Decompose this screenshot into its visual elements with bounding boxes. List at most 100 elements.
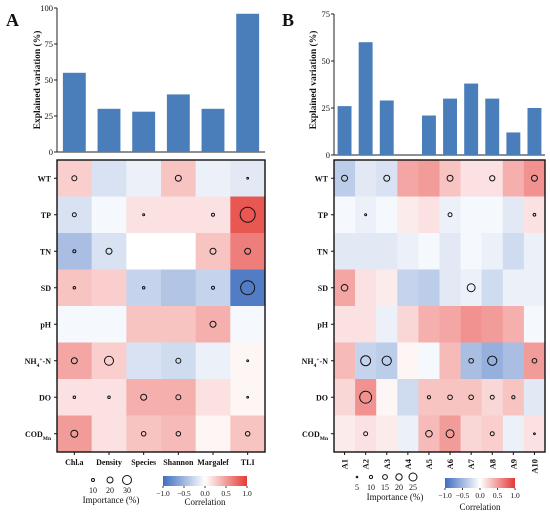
heatmap-cell bbox=[230, 160, 266, 197]
heatmap-cell bbox=[481, 379, 504, 416]
heatmap-cell bbox=[460, 160, 482, 197]
heatmap-cell bbox=[91, 415, 127, 453]
heatmap-cell bbox=[57, 233, 92, 270]
heatmap-cell bbox=[355, 342, 377, 380]
heatmap-cell bbox=[523, 342, 546, 380]
importance-circle bbox=[72, 249, 77, 254]
heatmap-cell bbox=[502, 269, 525, 307]
bar bbox=[358, 42, 373, 156]
heatmap-cell bbox=[126, 160, 162, 197]
importance-circle bbox=[211, 212, 215, 217]
heatmap-cell bbox=[57, 306, 92, 343]
heatmap-cell bbox=[523, 196, 546, 234]
heatmap-cell bbox=[126, 379, 162, 416]
bar-y-tick-label: 75 bbox=[322, 9, 331, 19]
importance-legend-circle bbox=[382, 474, 388, 480]
importance-circle bbox=[341, 174, 349, 182]
panel-letter-a: A bbox=[6, 10, 19, 30]
column-label: A5 bbox=[424, 459, 434, 469]
heatmap-frame bbox=[56, 159, 266, 453]
heatmap-cell bbox=[460, 269, 482, 307]
importance-legend-value: 10 bbox=[367, 483, 375, 492]
column-label: Margalef bbox=[197, 458, 229, 467]
heatmap-cell bbox=[334, 415, 356, 453]
heatmap-cell bbox=[523, 233, 546, 270]
importance-legend-value: 5 bbox=[355, 483, 359, 492]
colorbar-tick-label: 1.0 bbox=[242, 489, 252, 498]
importance-legend-label-b: Importance (%) bbox=[367, 492, 424, 502]
panel-a: 0 25 50 75 100 WT TP TN SD pH NH4+-N DO CODMn Chl.a De… bbox=[25, 3, 266, 467]
heatmap-cell bbox=[502, 379, 525, 416]
row-label: TN bbox=[40, 247, 51, 256]
importance-circle bbox=[104, 355, 114, 366]
heatmap-cell bbox=[355, 306, 377, 343]
importance-circle bbox=[211, 285, 215, 290]
colorbar-tick-label: −0.5 bbox=[456, 491, 470, 500]
heatmap-cell bbox=[502, 415, 525, 453]
heatmap-cell bbox=[91, 306, 127, 343]
heatmap-cell bbox=[126, 196, 162, 234]
importance-circle bbox=[511, 395, 516, 400]
importance-circle bbox=[209, 320, 217, 328]
importance-circle bbox=[359, 390, 373, 404]
heatmap-cell bbox=[355, 160, 377, 197]
bar bbox=[337, 106, 352, 155]
heatmap-cell bbox=[376, 269, 398, 307]
heatmap-cell bbox=[376, 160, 398, 197]
heatmap-cell bbox=[161, 342, 196, 380]
heatmap-cell bbox=[397, 415, 419, 453]
bar bbox=[166, 94, 190, 152]
heatmap-cell bbox=[230, 342, 266, 380]
heatmap-cell bbox=[57, 160, 92, 197]
importance-circle bbox=[246, 395, 250, 399]
column-label: Density bbox=[96, 458, 122, 467]
heatmap-cell bbox=[439, 415, 461, 453]
heatmap-cell bbox=[334, 160, 356, 197]
importance-circle bbox=[246, 359, 250, 363]
column-label: A6 bbox=[445, 459, 455, 469]
row-label: SD bbox=[41, 284, 51, 293]
importance-circle bbox=[141, 286, 146, 290]
heatmap-cell bbox=[355, 269, 377, 307]
importance-circle bbox=[445, 429, 455, 439]
heatmap-cell bbox=[376, 196, 398, 234]
importance-legend-circle bbox=[395, 473, 403, 481]
heatmap-cell bbox=[126, 415, 162, 453]
importance-circle bbox=[246, 176, 250, 180]
colorbar-tick-label: 0.5 bbox=[221, 489, 231, 498]
heatmap-cell bbox=[502, 233, 525, 270]
heatmap-cell bbox=[195, 269, 231, 307]
heatmap-cell bbox=[439, 233, 461, 270]
importance-circle bbox=[175, 431, 182, 437]
importance-circle bbox=[174, 174, 182, 182]
colorbar-legend-b: −1.0 −0.5 0.0 0.5 1.0 Correlation bbox=[438, 478, 520, 512]
importance-circle bbox=[140, 431, 147, 437]
heatmap-cell bbox=[439, 269, 461, 307]
heatmap-cell bbox=[460, 196, 482, 234]
bar bbox=[62, 72, 86, 152]
colorbar-tick-label: 0.0 bbox=[475, 491, 485, 500]
row-label: CODMn bbox=[25, 430, 51, 442]
heatmap-cell bbox=[523, 269, 546, 307]
heatmap-cell bbox=[195, 379, 231, 416]
row-label: TN bbox=[317, 247, 328, 256]
heatmap-cell bbox=[230, 196, 266, 234]
heatmap-cell bbox=[418, 269, 440, 307]
importance-legend-label-a: Importance (%) bbox=[83, 495, 140, 505]
importance-circle bbox=[72, 395, 77, 399]
bar bbox=[527, 108, 542, 155]
importance-circle bbox=[468, 357, 474, 364]
importance-legend-value: 20 bbox=[395, 483, 403, 492]
heatmap-cell bbox=[376, 342, 398, 380]
importance-legend-value: 15 bbox=[381, 483, 389, 492]
heatmap-cell bbox=[502, 342, 525, 380]
column-label: A1 bbox=[340, 459, 350, 469]
heatmap-cell bbox=[355, 196, 377, 234]
importance-legend-circle bbox=[408, 472, 418, 482]
bar bbox=[421, 115, 436, 155]
heatmap-cell bbox=[230, 379, 266, 416]
heatmap-cell bbox=[57, 415, 92, 453]
heatmap-cell bbox=[523, 379, 546, 416]
heatmap-cell bbox=[481, 269, 504, 307]
importance-circle bbox=[244, 247, 252, 255]
